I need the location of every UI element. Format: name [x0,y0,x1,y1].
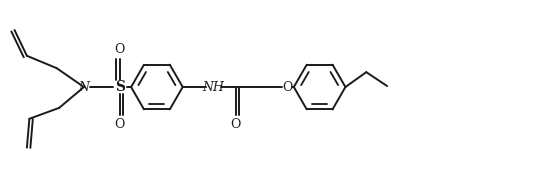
Text: O: O [282,80,293,94]
Text: NH: NH [203,80,225,94]
Text: O: O [231,118,241,131]
Text: N: N [78,80,89,94]
Text: S: S [114,80,125,94]
Text: O: O [114,118,125,131]
Text: O: O [114,43,125,56]
